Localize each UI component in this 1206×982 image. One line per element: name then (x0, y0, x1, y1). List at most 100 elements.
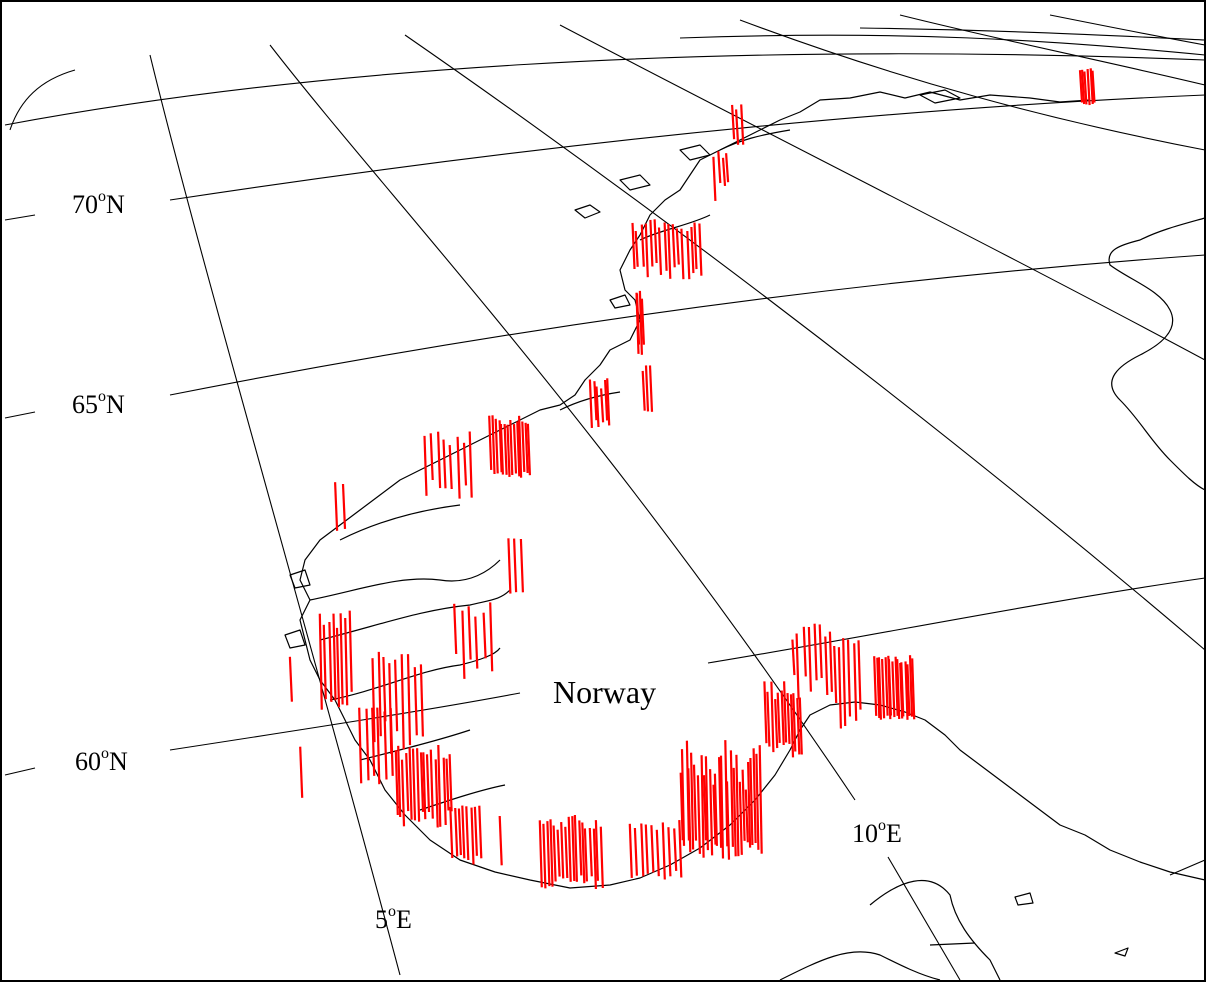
station-bar (442, 439, 447, 489)
hemisphere: N (106, 390, 125, 419)
station-bar (581, 822, 586, 884)
station-bar (599, 826, 604, 889)
station-bar (704, 756, 709, 851)
station-bar (894, 656, 899, 716)
station-bar (406, 654, 412, 746)
meridian-line (559, 24, 1206, 361)
station-bar (437, 431, 442, 489)
station-bar (1081, 69, 1086, 105)
station-bar (802, 626, 807, 677)
station-bar (813, 623, 818, 681)
meridian-line (1049, 14, 1206, 46)
parallel-line (859, 27, 1206, 41)
station-bar (494, 418, 499, 474)
station-bar (752, 748, 757, 844)
hemisphere: N (106, 190, 125, 219)
station-bar (717, 151, 722, 184)
station-bar (876, 657, 881, 719)
station-bar (377, 651, 382, 737)
station-bar (908, 655, 914, 717)
station-bar (465, 806, 470, 861)
station-bar (397, 745, 402, 818)
station-bar (482, 612, 487, 659)
station-bar (449, 806, 454, 859)
station-bar (842, 638, 847, 727)
station-bar (468, 431, 473, 498)
parallel-line (707, 577, 1206, 664)
latitude-value: 65 (72, 390, 98, 419)
station-bar (518, 415, 523, 478)
station-bar (411, 748, 417, 821)
station-bar (673, 828, 678, 871)
station-bar (678, 820, 683, 878)
coastline-east (1108, 217, 1206, 491)
station-bar (638, 290, 643, 355)
degree-symbol: o (878, 817, 886, 834)
station-bar (900, 662, 905, 717)
station-bar (413, 667, 418, 736)
station-bar (725, 153, 730, 183)
station-bar (600, 388, 605, 423)
station-bar (549, 819, 554, 887)
meridian-line (899, 14, 1206, 86)
station-bar (702, 775, 708, 841)
station-bar (641, 370, 646, 411)
station-bar (661, 822, 666, 880)
coastline-fjord (719, 129, 791, 151)
station-bar (509, 419, 514, 476)
station-bar (690, 226, 695, 274)
longitude-label-10e: 10oE (852, 817, 902, 848)
station-bar (474, 616, 479, 669)
station-bar (400, 654, 405, 750)
station-bar (789, 694, 795, 758)
coastline-island (679, 144, 711, 161)
coastline-fjord (359, 729, 471, 761)
station-bar (564, 826, 569, 879)
station-bar (448, 445, 453, 490)
meridian-line (149, 54, 401, 976)
hemisphere: N (109, 747, 128, 776)
station-bar (408, 747, 413, 820)
coastline-island (284, 629, 306, 649)
station-bar (732, 767, 737, 857)
station-bar (634, 230, 639, 267)
coastline-fjord (329, 647, 501, 701)
station-bar (573, 814, 578, 882)
station-bar (1086, 69, 1091, 106)
station-bar (887, 659, 892, 716)
coastline-fjord (339, 504, 461, 541)
station-bar (567, 816, 572, 882)
station-bar (744, 789, 749, 843)
station-bar (680, 228, 685, 280)
longitude-value: 5 (375, 905, 388, 934)
station-bar (341, 483, 347, 529)
station-bar (713, 773, 718, 846)
station-bar (604, 379, 609, 421)
station-bar (884, 657, 889, 716)
hemisphere: E (886, 819, 902, 848)
station-bar (791, 639, 796, 676)
station-bar (680, 749, 686, 846)
station-bar (457, 808, 462, 856)
latitude-label-65n: 65oN (72, 388, 125, 419)
station-bar (853, 643, 858, 721)
station-bar (798, 697, 803, 755)
station-bar (376, 707, 381, 785)
station-bar (470, 807, 475, 865)
station-bar (491, 415, 496, 475)
station-bar (709, 769, 714, 856)
station-bar (718, 757, 723, 848)
station-bar (655, 829, 660, 877)
station-bar (776, 692, 781, 743)
station-bar (906, 664, 911, 716)
station-bar (571, 816, 576, 882)
degree-symbol: o (101, 745, 109, 762)
station-bar (640, 823, 645, 877)
station-bar (824, 636, 829, 696)
latitude-label-70n: 70oN (72, 188, 125, 219)
station-bar (649, 219, 654, 267)
meridian-line (269, 44, 856, 801)
station-bar (488, 415, 493, 470)
station-bar (334, 482, 339, 531)
